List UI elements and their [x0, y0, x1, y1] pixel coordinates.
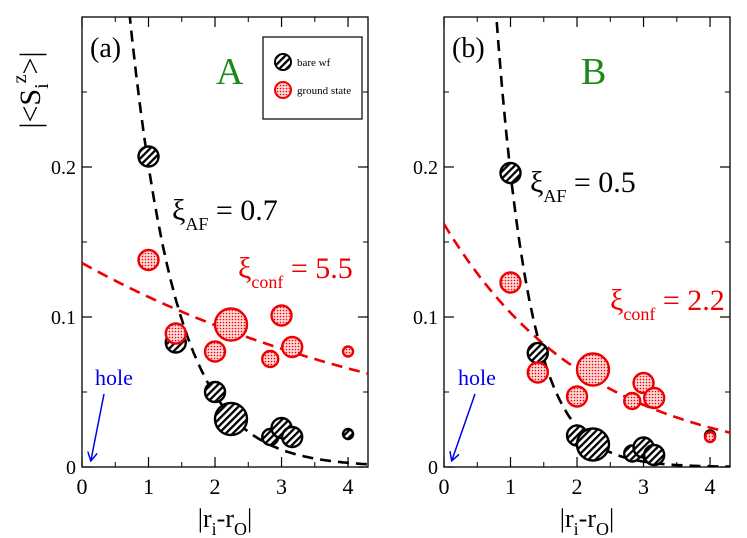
ground-state-point: [623, 391, 642, 411]
ground-state-point: [632, 371, 655, 395]
legend: bare wf ground state: [262, 36, 363, 120]
legend-ground-marker: [274, 81, 292, 99]
legend-bare-marker: [274, 53, 292, 71]
x-tick-label: 2: [572, 474, 583, 499]
x-tick-label: 0: [439, 474, 450, 499]
bare-wf-point: [526, 341, 549, 365]
bare-wf-point: [213, 401, 249, 437]
xi-af-annotation: ξAF = 0.7: [172, 194, 278, 234]
y-tick-label: 0.1: [51, 307, 76, 329]
panel-label: (b): [452, 33, 485, 64]
y-tick-label: 0: [428, 457, 438, 479]
bare-wf-point: [341, 427, 355, 441]
ground-state-point: [137, 248, 160, 272]
x-tick-label: 1: [505, 474, 516, 499]
ground-state-point: [280, 335, 304, 359]
xi-af-annotation: ξAF = 0.5: [530, 166, 636, 206]
bare-wf-point: [499, 161, 522, 185]
x-tick-label: 1: [143, 474, 154, 499]
bare-wf-point: [280, 425, 304, 449]
bare-wf-point: [137, 145, 160, 168]
y-tick-label: 0.2: [413, 157, 438, 179]
hole-arrow: [452, 393, 476, 460]
ground-state-point: [213, 307, 249, 342]
y-tick-label: 0: [66, 457, 76, 479]
y-tick-label: 0.1: [413, 307, 438, 329]
panel-letter: A: [216, 51, 244, 93]
ground-state-point: [499, 271, 522, 294]
fit-curves: [82, 17, 368, 466]
y-tick-label: 0.2: [51, 157, 76, 179]
x-tick-label: 0: [77, 474, 88, 499]
hole-label: hole: [458, 365, 496, 390]
bare-wf-point: [575, 427, 611, 462]
ground-state-point: [341, 345, 355, 358]
ground-state-point: [261, 349, 280, 369]
legend-box: [262, 36, 363, 120]
y-axis-label: |<Siz>|: [9, 52, 53, 129]
af-fit-curve: [495, 17, 730, 467]
x-tick-label: 2: [210, 474, 221, 499]
x-tick-label: 3: [276, 474, 287, 499]
conf-fit-curve: [444, 223, 730, 434]
x-axis-label: |ri-rO|: [198, 504, 252, 538]
conf-fit-curve: [82, 261, 368, 375]
panel-letter: B: [581, 51, 606, 93]
ground-state-point: [164, 322, 187, 345]
xi-conf-annotation: ξconf = 2.2: [610, 284, 725, 324]
panel-label: (a): [90, 33, 121, 64]
x-axis-label: |ri-rO|: [560, 504, 614, 538]
ground-state-point: [270, 304, 293, 327]
ground-state-point: [203, 340, 227, 363]
hole-arrow: [91, 393, 105, 460]
ground-state-point: [565, 385, 589, 408]
x-tick-label: 4: [705, 474, 716, 499]
hole-label: hole: [95, 365, 133, 390]
bare-wf-point: [642, 443, 666, 467]
bare-wf-point: [203, 380, 227, 404]
x-tick-label: 4: [343, 474, 354, 499]
ground-state-point: [642, 386, 666, 410]
fit-curves: [444, 17, 730, 467]
legend-bare-label: bare wf: [297, 57, 331, 69]
xi-conf-annotation: ξconf = 5.5: [238, 252, 353, 292]
af-fit-curve: [128, 17, 368, 466]
ground-state-point: [526, 361, 549, 384]
ground-state-point: [703, 430, 717, 444]
ground-state-point: [575, 352, 611, 387]
legend-ground-label: ground state: [297, 85, 351, 97]
x-tick-label: 3: [638, 474, 649, 499]
